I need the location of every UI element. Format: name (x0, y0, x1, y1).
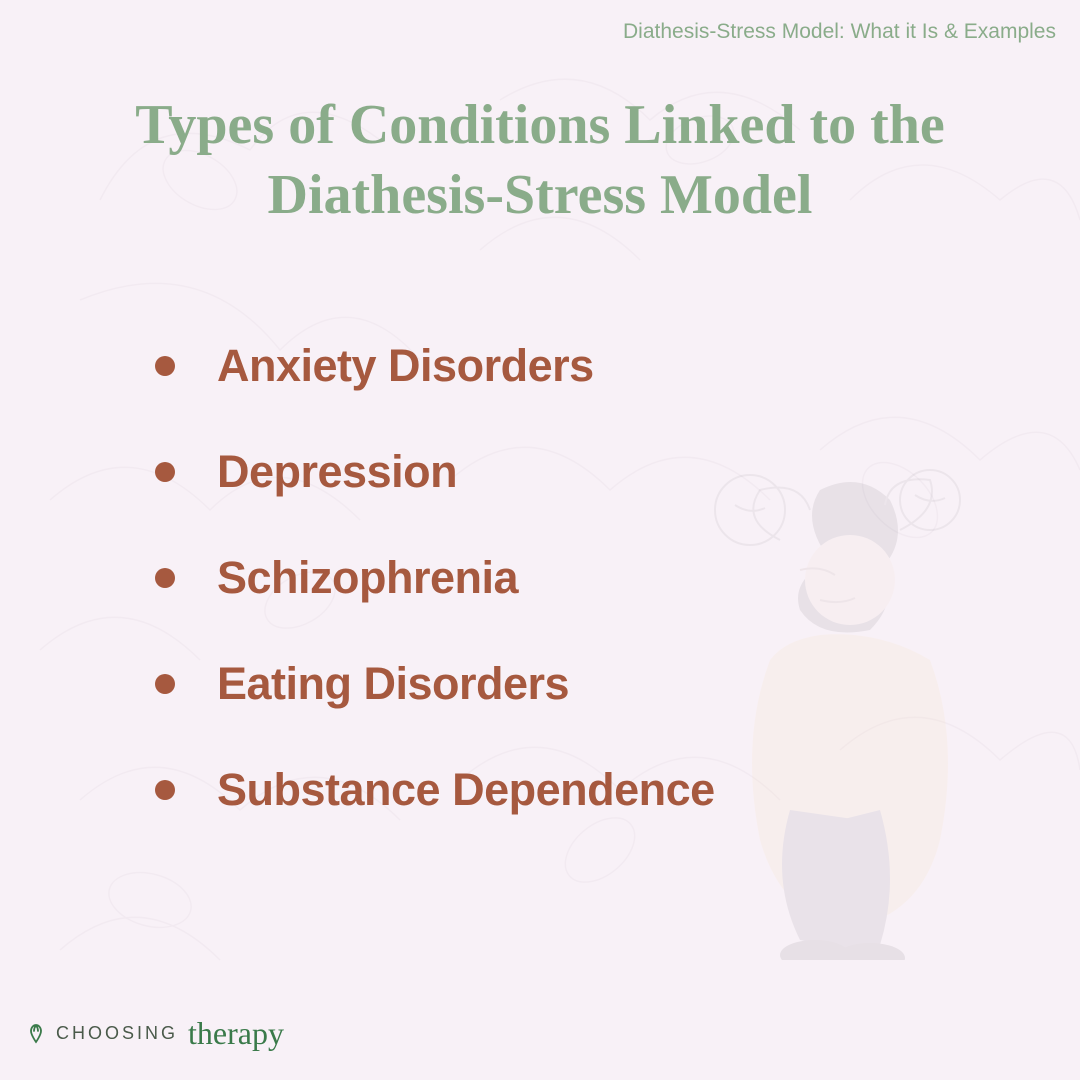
page-title: Types of Conditions Linked to the Diathe… (60, 90, 1020, 230)
header-breadcrumb: Diathesis-Stress Model: What it Is & Exa… (623, 20, 1056, 44)
condition-label: Depression (217, 446, 457, 498)
list-item: Schizophrenia (155, 552, 715, 604)
list-item: Eating Disorders (155, 658, 715, 710)
conditions-list: Anxiety Disorders Depression Schizophren… (155, 340, 715, 870)
brand-icon (24, 1022, 48, 1046)
bullet-icon (155, 356, 175, 376)
list-item: Substance Dependence (155, 764, 715, 816)
bullet-icon (155, 674, 175, 694)
bullet-icon (155, 568, 175, 588)
brand-word-1: CHOOSING (56, 1023, 178, 1044)
footer-logo: CHOOSING therapy (24, 1015, 284, 1052)
bullet-icon (155, 462, 175, 482)
condition-label: Substance Dependence (217, 764, 715, 816)
brand-word-2: therapy (188, 1015, 284, 1052)
bullet-icon (155, 780, 175, 800)
list-item: Depression (155, 446, 715, 498)
list-item: Anxiety Disorders (155, 340, 715, 392)
condition-label: Anxiety Disorders (217, 340, 594, 392)
condition-label: Schizophrenia (217, 552, 518, 604)
condition-label: Eating Disorders (217, 658, 569, 710)
